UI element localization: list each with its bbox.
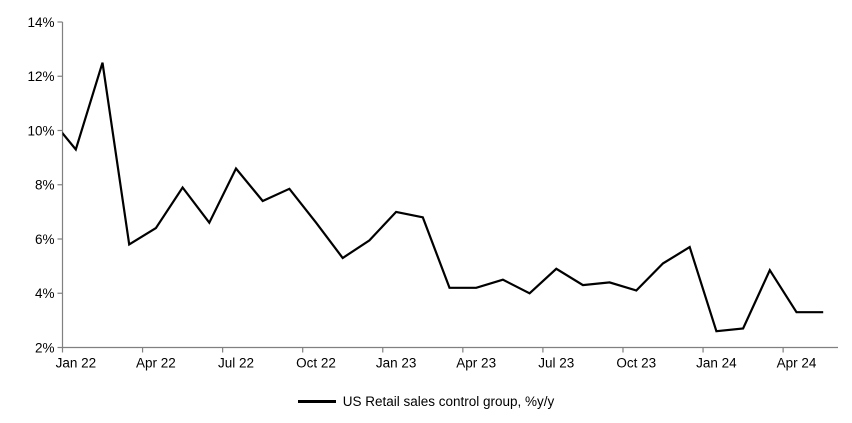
- y-tick-label: 14%: [27, 15, 54, 30]
- x-tick-label: Oct 23: [616, 356, 656, 371]
- x-tick-label: Jan 23: [376, 356, 417, 371]
- x-tick-label: Oct 22: [296, 356, 336, 371]
- x-tick-label: Jul 23: [538, 356, 574, 371]
- legend-label: US Retail sales control group, %y/y: [342, 394, 555, 409]
- y-tick-label: 8%: [35, 178, 55, 193]
- x-tick-label: Apr 24: [777, 356, 817, 371]
- y-tick-label: 10%: [27, 123, 54, 138]
- y-tick-label: 2%: [35, 340, 55, 355]
- x-tick-label: Jul 22: [218, 356, 254, 371]
- y-tick-label: 4%: [35, 286, 55, 301]
- series-line: [62, 62, 824, 333]
- x-tick-label: Apr 23: [456, 356, 496, 371]
- x-tick-label: Jan 22: [56, 356, 97, 371]
- y-tick-label: 12%: [27, 69, 54, 84]
- legend-line-sample-icon: [297, 400, 336, 403]
- x-tick-label: Jan 24: [696, 356, 737, 371]
- y-tick-label: 6%: [35, 232, 55, 247]
- legend: US Retail sales control group, %y/y: [0, 394, 852, 409]
- x-tick-label: Apr 22: [136, 356, 176, 371]
